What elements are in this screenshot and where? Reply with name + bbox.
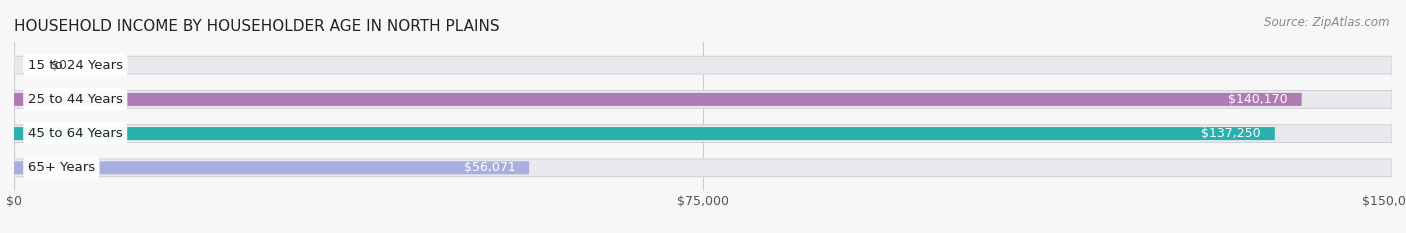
Text: 25 to 44 Years: 25 to 44 Years xyxy=(28,93,122,106)
FancyBboxPatch shape xyxy=(14,161,529,174)
Text: Source: ZipAtlas.com: Source: ZipAtlas.com xyxy=(1264,16,1389,29)
Text: $140,170: $140,170 xyxy=(1229,93,1288,106)
FancyBboxPatch shape xyxy=(14,127,1275,140)
FancyBboxPatch shape xyxy=(14,56,1392,74)
FancyBboxPatch shape xyxy=(14,93,1302,106)
Text: $137,250: $137,250 xyxy=(1201,127,1261,140)
FancyBboxPatch shape xyxy=(14,90,1392,108)
Text: 45 to 64 Years: 45 to 64 Years xyxy=(28,127,122,140)
Text: $56,071: $56,071 xyxy=(464,161,516,174)
FancyBboxPatch shape xyxy=(14,125,1392,143)
Text: 15 to 24 Years: 15 to 24 Years xyxy=(28,59,122,72)
Text: $0: $0 xyxy=(51,59,67,72)
FancyBboxPatch shape xyxy=(14,159,1392,177)
Text: 65+ Years: 65+ Years xyxy=(28,161,96,174)
Text: HOUSEHOLD INCOME BY HOUSEHOLDER AGE IN NORTH PLAINS: HOUSEHOLD INCOME BY HOUSEHOLDER AGE IN N… xyxy=(14,19,499,34)
